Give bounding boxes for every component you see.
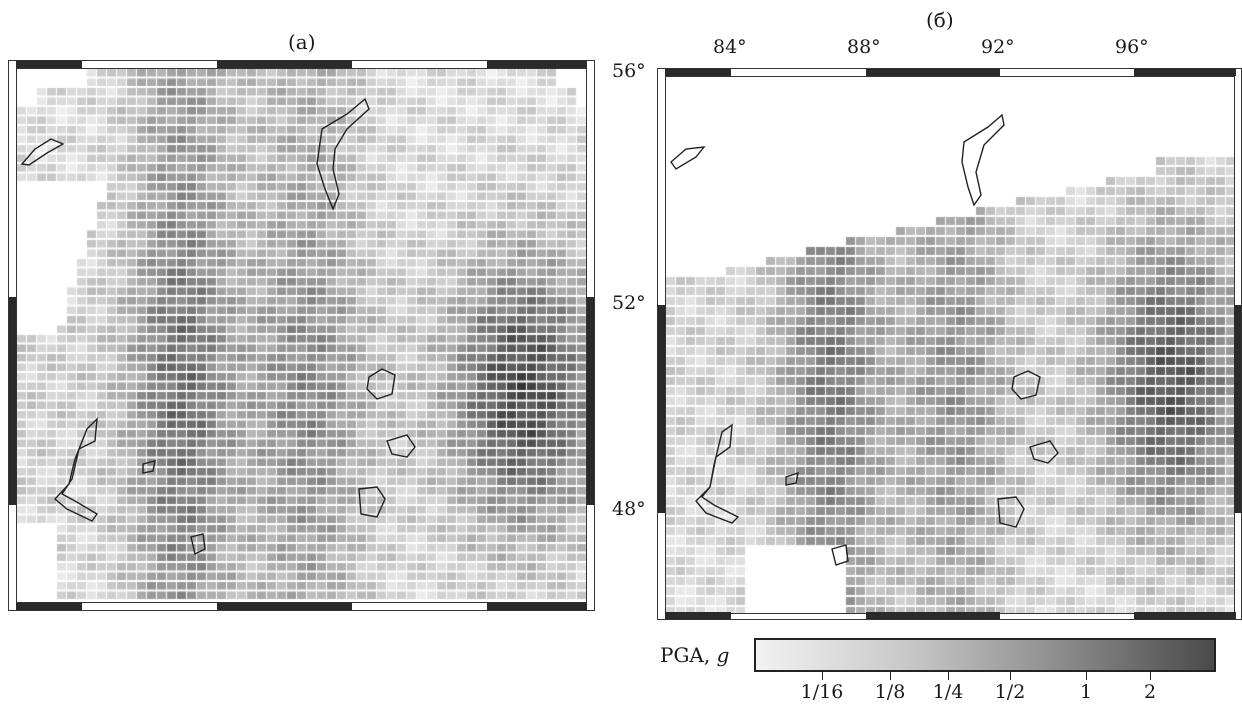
colorbar-tickmark xyxy=(1010,672,1011,680)
lat-label-52: 52° xyxy=(612,292,646,314)
panel-a-coastlines xyxy=(20,97,416,556)
lon-label-84: 84° xyxy=(713,36,747,58)
frame-b-bottom-seg-1 xyxy=(665,612,731,619)
colorbar-tickmark xyxy=(1150,672,1151,680)
frame-a-bottom-seg-1 xyxy=(16,603,82,610)
frame-b-left-seg xyxy=(658,305,665,513)
colorbar-title-unit: g xyxy=(716,643,730,667)
colorbar-title: PGA, g xyxy=(660,643,729,667)
frame-b-bottom-seg-2 xyxy=(866,612,1000,619)
coastline-b-lake-north xyxy=(961,113,1005,207)
frame-a-top-seg-2 xyxy=(217,61,352,68)
coastline-b-lake-south-small xyxy=(831,544,849,566)
frame-a-top-seg-3 xyxy=(487,61,587,68)
coastline-lake-east xyxy=(386,434,416,458)
frame-b-right-seg xyxy=(1234,305,1241,513)
colorbar-tick-label: 1/4 xyxy=(932,681,964,703)
coastline-west xyxy=(20,138,65,166)
colorbar-tickmark xyxy=(822,672,823,680)
coastline-b-lake-south xyxy=(695,423,740,524)
frame-a-bottom-seg-2 xyxy=(217,603,352,610)
frame-b-top-seg-3 xyxy=(1134,69,1236,76)
frame-b-top-seg-1 xyxy=(665,69,731,76)
lat-label-56: 56° xyxy=(612,60,646,82)
panel-a-pga-grid xyxy=(17,69,586,602)
coastline-lake-south xyxy=(53,417,99,522)
colorbar-tickmark xyxy=(1086,672,1087,680)
frame-b-bottom-seg-3 xyxy=(1134,612,1236,619)
panel-b-label: (б) xyxy=(926,8,954,32)
coastline-lake-north xyxy=(316,97,370,211)
coastline-lake-south-small xyxy=(190,533,206,556)
coastline-lake-center xyxy=(366,368,396,400)
coastline-b-lake-center xyxy=(1011,370,1041,400)
colorbar-tickmark xyxy=(890,672,891,680)
panel-b-map-area xyxy=(665,76,1235,614)
coastline-b-lake-small xyxy=(785,471,799,486)
colorbar-title-prefix: PGA, xyxy=(660,643,717,667)
panel-a-map-area xyxy=(16,68,587,603)
panel-b-map-frame xyxy=(657,68,1242,620)
lon-label-96: 96° xyxy=(1115,36,1149,58)
colorbar-tick-label: 1/8 xyxy=(874,681,906,703)
coastline-b-west xyxy=(670,146,706,170)
colorbar-tick-label: 1 xyxy=(1079,681,1093,703)
frame-a-top-seg-1 xyxy=(16,61,82,68)
coastline-lake-southeast xyxy=(358,486,386,518)
frame-a-bottom-seg-3 xyxy=(487,603,587,610)
colorbar-tick-label: 1/2 xyxy=(994,681,1026,703)
frame-a-left-seg xyxy=(9,297,16,505)
coastline-b-lake-east xyxy=(1029,440,1059,464)
panel-a-map-frame xyxy=(8,60,595,611)
colorbar-tickmark xyxy=(948,672,949,680)
colorbar-tick-label: 2 xyxy=(1143,681,1157,703)
lon-label-88: 88° xyxy=(847,36,881,58)
coastline-lake-small xyxy=(142,460,156,474)
lat-label-48: 48° xyxy=(612,498,646,520)
colorbar-tick-label: 1/16 xyxy=(800,681,844,703)
frame-b-top-seg-2 xyxy=(866,69,1000,76)
frame-a-right-seg xyxy=(587,297,594,505)
lon-label-92: 92° xyxy=(981,36,1015,58)
coastline-b-lake-southeast xyxy=(997,496,1025,528)
panel-b-pga-grid xyxy=(666,77,1234,613)
panel-b-coastlines xyxy=(670,113,1059,566)
pga-colorbar xyxy=(754,638,1216,672)
panel-a-label: (a) xyxy=(288,30,316,54)
